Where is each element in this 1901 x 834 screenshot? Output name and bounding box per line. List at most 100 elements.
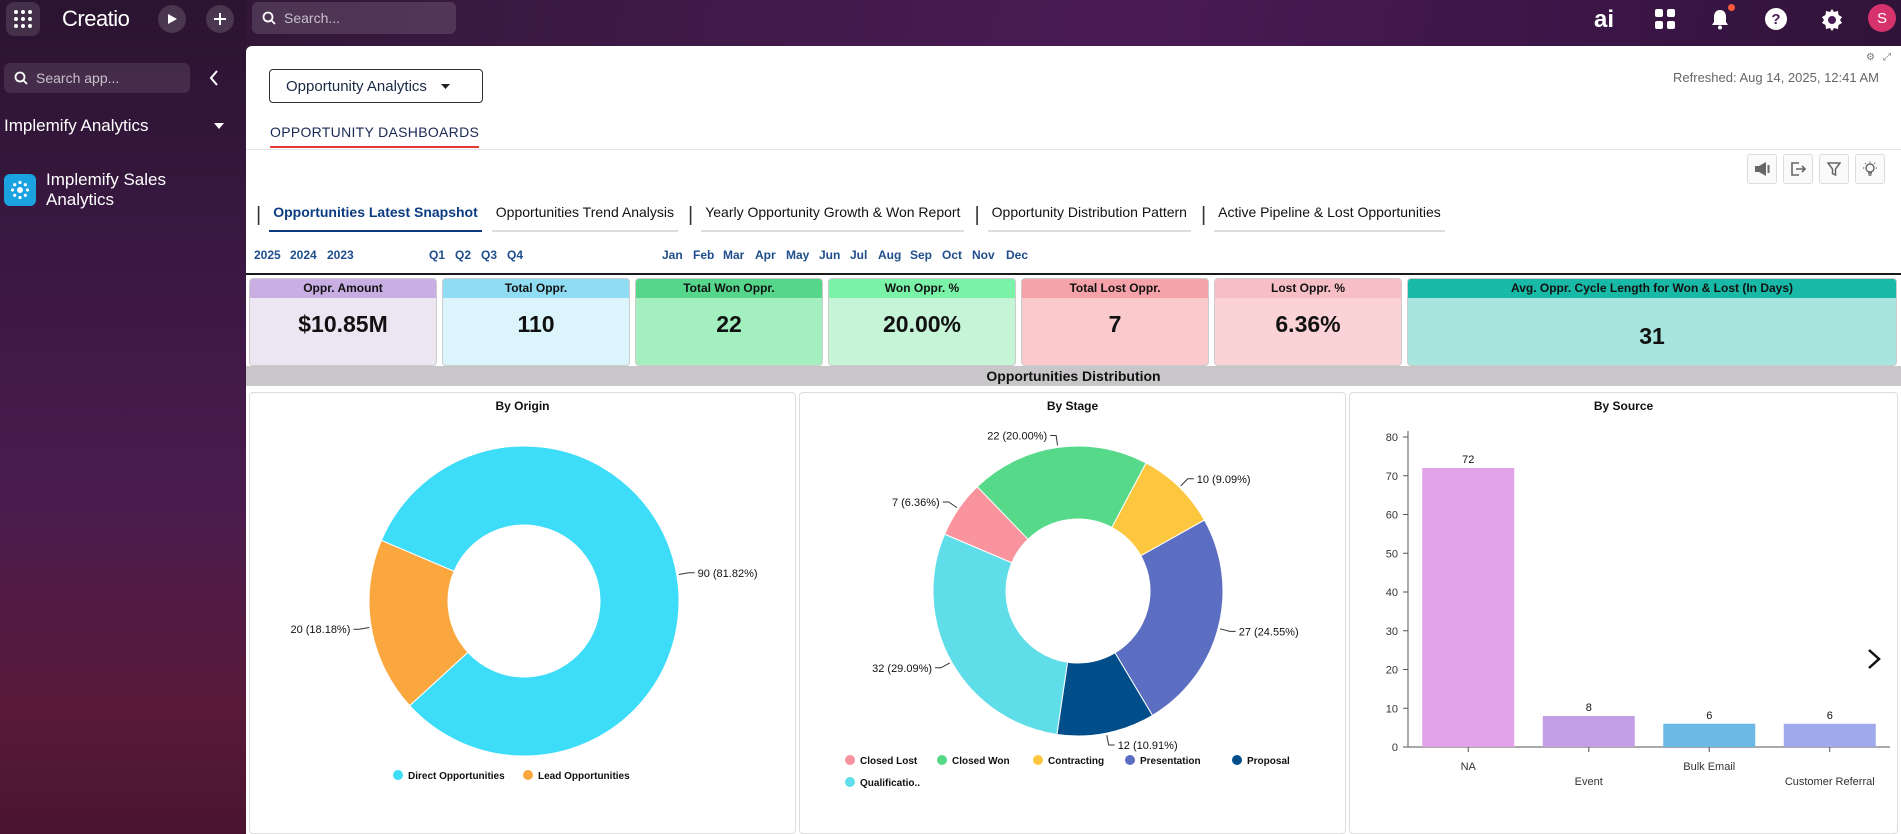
tab-separator: | — [974, 204, 980, 226]
slice-data-label: 22 (20.00%) — [987, 431, 1047, 443]
legend-marker — [845, 777, 855, 787]
global-search-input[interactable] — [284, 10, 444, 26]
left-panel-background — [0, 0, 246, 834]
legend-label[interactable]: Closed Won — [952, 756, 1010, 767]
bar[interactable] — [1783, 723, 1876, 747]
app-launcher-icon[interactable] — [6, 2, 40, 36]
legend-label[interactable]: Presentation — [1140, 756, 1201, 767]
quarter-filter-q4[interactable]: Q4 — [507, 248, 524, 262]
legend-label[interactable]: Direct Opportunities — [408, 771, 505, 782]
apps-icon[interactable] — [1652, 6, 1678, 32]
notifications-bell-icon[interactable] — [1707, 6, 1733, 32]
add-button[interactable] — [206, 5, 234, 33]
workspace-selector[interactable]: Implemify Analytics — [4, 114, 224, 138]
month-filter-dec[interactable]: Dec — [1006, 248, 1029, 262]
legend-marker — [937, 755, 947, 765]
notification-dot — [1728, 4, 1735, 11]
kpi-value: $10.85M — [298, 311, 388, 337]
filter-icon[interactable] — [1819, 154, 1849, 184]
month-filter-apr[interactable]: Apr — [755, 248, 776, 262]
tab-separator: | — [256, 204, 262, 226]
search-icon — [14, 71, 28, 85]
month-filter-sep[interactable]: Sep — [910, 248, 933, 262]
report-tab-distribution-pattern[interactable]: | Opportunity Distribution Pattern — [974, 204, 1201, 232]
lightbulb-icon[interactable] — [1855, 154, 1885, 184]
month-filter-jan[interactable]: Jan — [662, 248, 683, 262]
sidebar-item-implemify-sales-analytics[interactable]: Implemify Sales Analytics — [4, 170, 234, 214]
quarter-filter-q3[interactable]: Q3 — [481, 248, 498, 262]
slice-data-label: 20 (18.18%) — [290, 624, 350, 636]
donut-slice[interactable] — [380, 445, 680, 757]
report-tab-yearly-growth[interactable]: | Yearly Opportunity Growth & Won Report — [688, 204, 974, 232]
tab-opportunity-dashboards[interactable]: OPPORTUNITY DASHBOARDS — [270, 124, 480, 148]
svg-text:?: ? — [1771, 11, 1780, 28]
x-tick-label: Bulk Email — [1683, 761, 1735, 773]
dashboard-selector[interactable]: Opportunity Analytics — [269, 69, 483, 103]
report-tab-label: Opportunities Trend Analysis — [491, 204, 678, 232]
announcement-icon[interactable] — [1747, 154, 1777, 184]
kpi-avg-cycle-length: Avg. Oppr. Cycle Length for Won & Lost (… — [1407, 278, 1897, 366]
next-page-button[interactable] — [1862, 644, 1886, 674]
report-tabs: | Opportunities Latest Snapshot Opportuni… — [256, 204, 1455, 232]
year-filter-2023[interactable]: 2023 — [327, 248, 354, 262]
user-avatar[interactable]: S — [1868, 4, 1896, 32]
legend-marker — [393, 770, 403, 780]
top-bar: Creatio ai ? S — [0, 0, 1901, 38]
report-tab-latest-snapshot[interactable]: | Opportunities Latest Snapshot — [256, 204, 492, 232]
month-filter-aug[interactable]: Aug — [878, 248, 902, 262]
month-filter-oct[interactable]: Oct — [942, 248, 963, 262]
kpi-oppr-amount: Oppr. Amount $10.85M — [249, 278, 437, 366]
month-filter-feb[interactable]: Feb — [693, 248, 715, 262]
month-filter-mar[interactable]: Mar — [723, 248, 745, 262]
bar[interactable] — [1422, 468, 1515, 747]
month-filter-may[interactable]: May — [786, 248, 810, 262]
collapse-sidebar-button[interactable] — [204, 66, 224, 90]
month-filter-jul[interactable]: Jul — [850, 248, 868, 262]
y-tick-label: 10 — [1386, 703, 1398, 715]
run-process-button[interactable] — [158, 5, 186, 33]
creatio-logo[interactable]: Creatio — [62, 6, 130, 31]
legend-label[interactable]: Closed Lost — [860, 756, 918, 767]
legend-label[interactable]: Lead Opportunities — [538, 771, 630, 782]
legend-label[interactable]: Proposal — [1247, 756, 1290, 767]
settings-gear-icon[interactable] — [1818, 6, 1846, 34]
donut-slice[interactable] — [932, 533, 1069, 736]
help-icon[interactable]: ? — [1763, 6, 1789, 32]
chart-panel-by-stage: By Stage 10 (9.09%) 27 (24.55%) 12 (10.91%… — [799, 392, 1346, 834]
chart-panel-by-source: By Source 0 10 20 30 40 50 60 70 80 72 NA 8 Event 6 Bu… — [1349, 392, 1898, 834]
quarter-filter-q2[interactable]: Q2 — [455, 248, 472, 262]
slice-label-leader — [1050, 435, 1059, 446]
legend-label[interactable]: Qualificatio.. — [860, 778, 920, 789]
caret-down-icon — [214, 123, 224, 129]
quarter-filter-q1[interactable]: Q1 — [429, 248, 446, 262]
donut-slice[interactable] — [976, 445, 1147, 540]
kpi-total-lost-oppr: Total Lost Oppr. 7 — [1021, 278, 1209, 366]
bar[interactable] — [1663, 723, 1756, 747]
bar[interactable] — [1542, 716, 1635, 747]
by-origin-donut-chart: 90 (81.82%) 20 (18.18%) Direct Opportuniti… — [290, 445, 758, 782]
kpi-total-won-oppr: Total Won Oppr. 22 — [635, 278, 823, 366]
month-filter-nov[interactable]: Nov — [972, 248, 995, 262]
x-tick-label: NA — [1461, 761, 1477, 773]
year-filter-2025[interactable]: 2025 — [254, 248, 281, 262]
year-filter-2024[interactable]: 2024 — [290, 248, 317, 262]
donut-slice[interactable] — [1114, 519, 1224, 717]
panel-settings-icon[interactable]: ⚙ — [1866, 52, 1875, 63]
legend-label[interactable]: Contracting — [1048, 756, 1104, 767]
kpi-total-oppr: Total Oppr. 110 — [442, 278, 630, 366]
app-search-input[interactable] — [36, 70, 176, 86]
workspace-name: Implemify Analytics — [4, 116, 149, 135]
legend-marker — [1125, 755, 1135, 765]
app-search[interactable] — [4, 63, 190, 93]
expand-icon[interactable]: ⤢ — [1883, 52, 1891, 63]
report-tab-label: Active Pipeline & Lost Opportunities — [1214, 204, 1445, 232]
dashboard-toolbar — [1747, 154, 1885, 184]
ai-assistant-button[interactable]: ai — [1594, 6, 1615, 33]
export-icon[interactable] — [1783, 154, 1813, 184]
donut-slice[interactable] — [368, 539, 469, 707]
y-tick-label: 30 — [1386, 626, 1398, 638]
month-filter-jun[interactable]: Jun — [819, 248, 841, 262]
report-tab-trend-analysis[interactable]: Opportunities Trend Analysis — [491, 204, 688, 232]
global-search[interactable] — [252, 2, 456, 34]
report-tab-active-pipeline[interactable]: | Active Pipeline & Lost Opportunities — [1201, 204, 1455, 232]
